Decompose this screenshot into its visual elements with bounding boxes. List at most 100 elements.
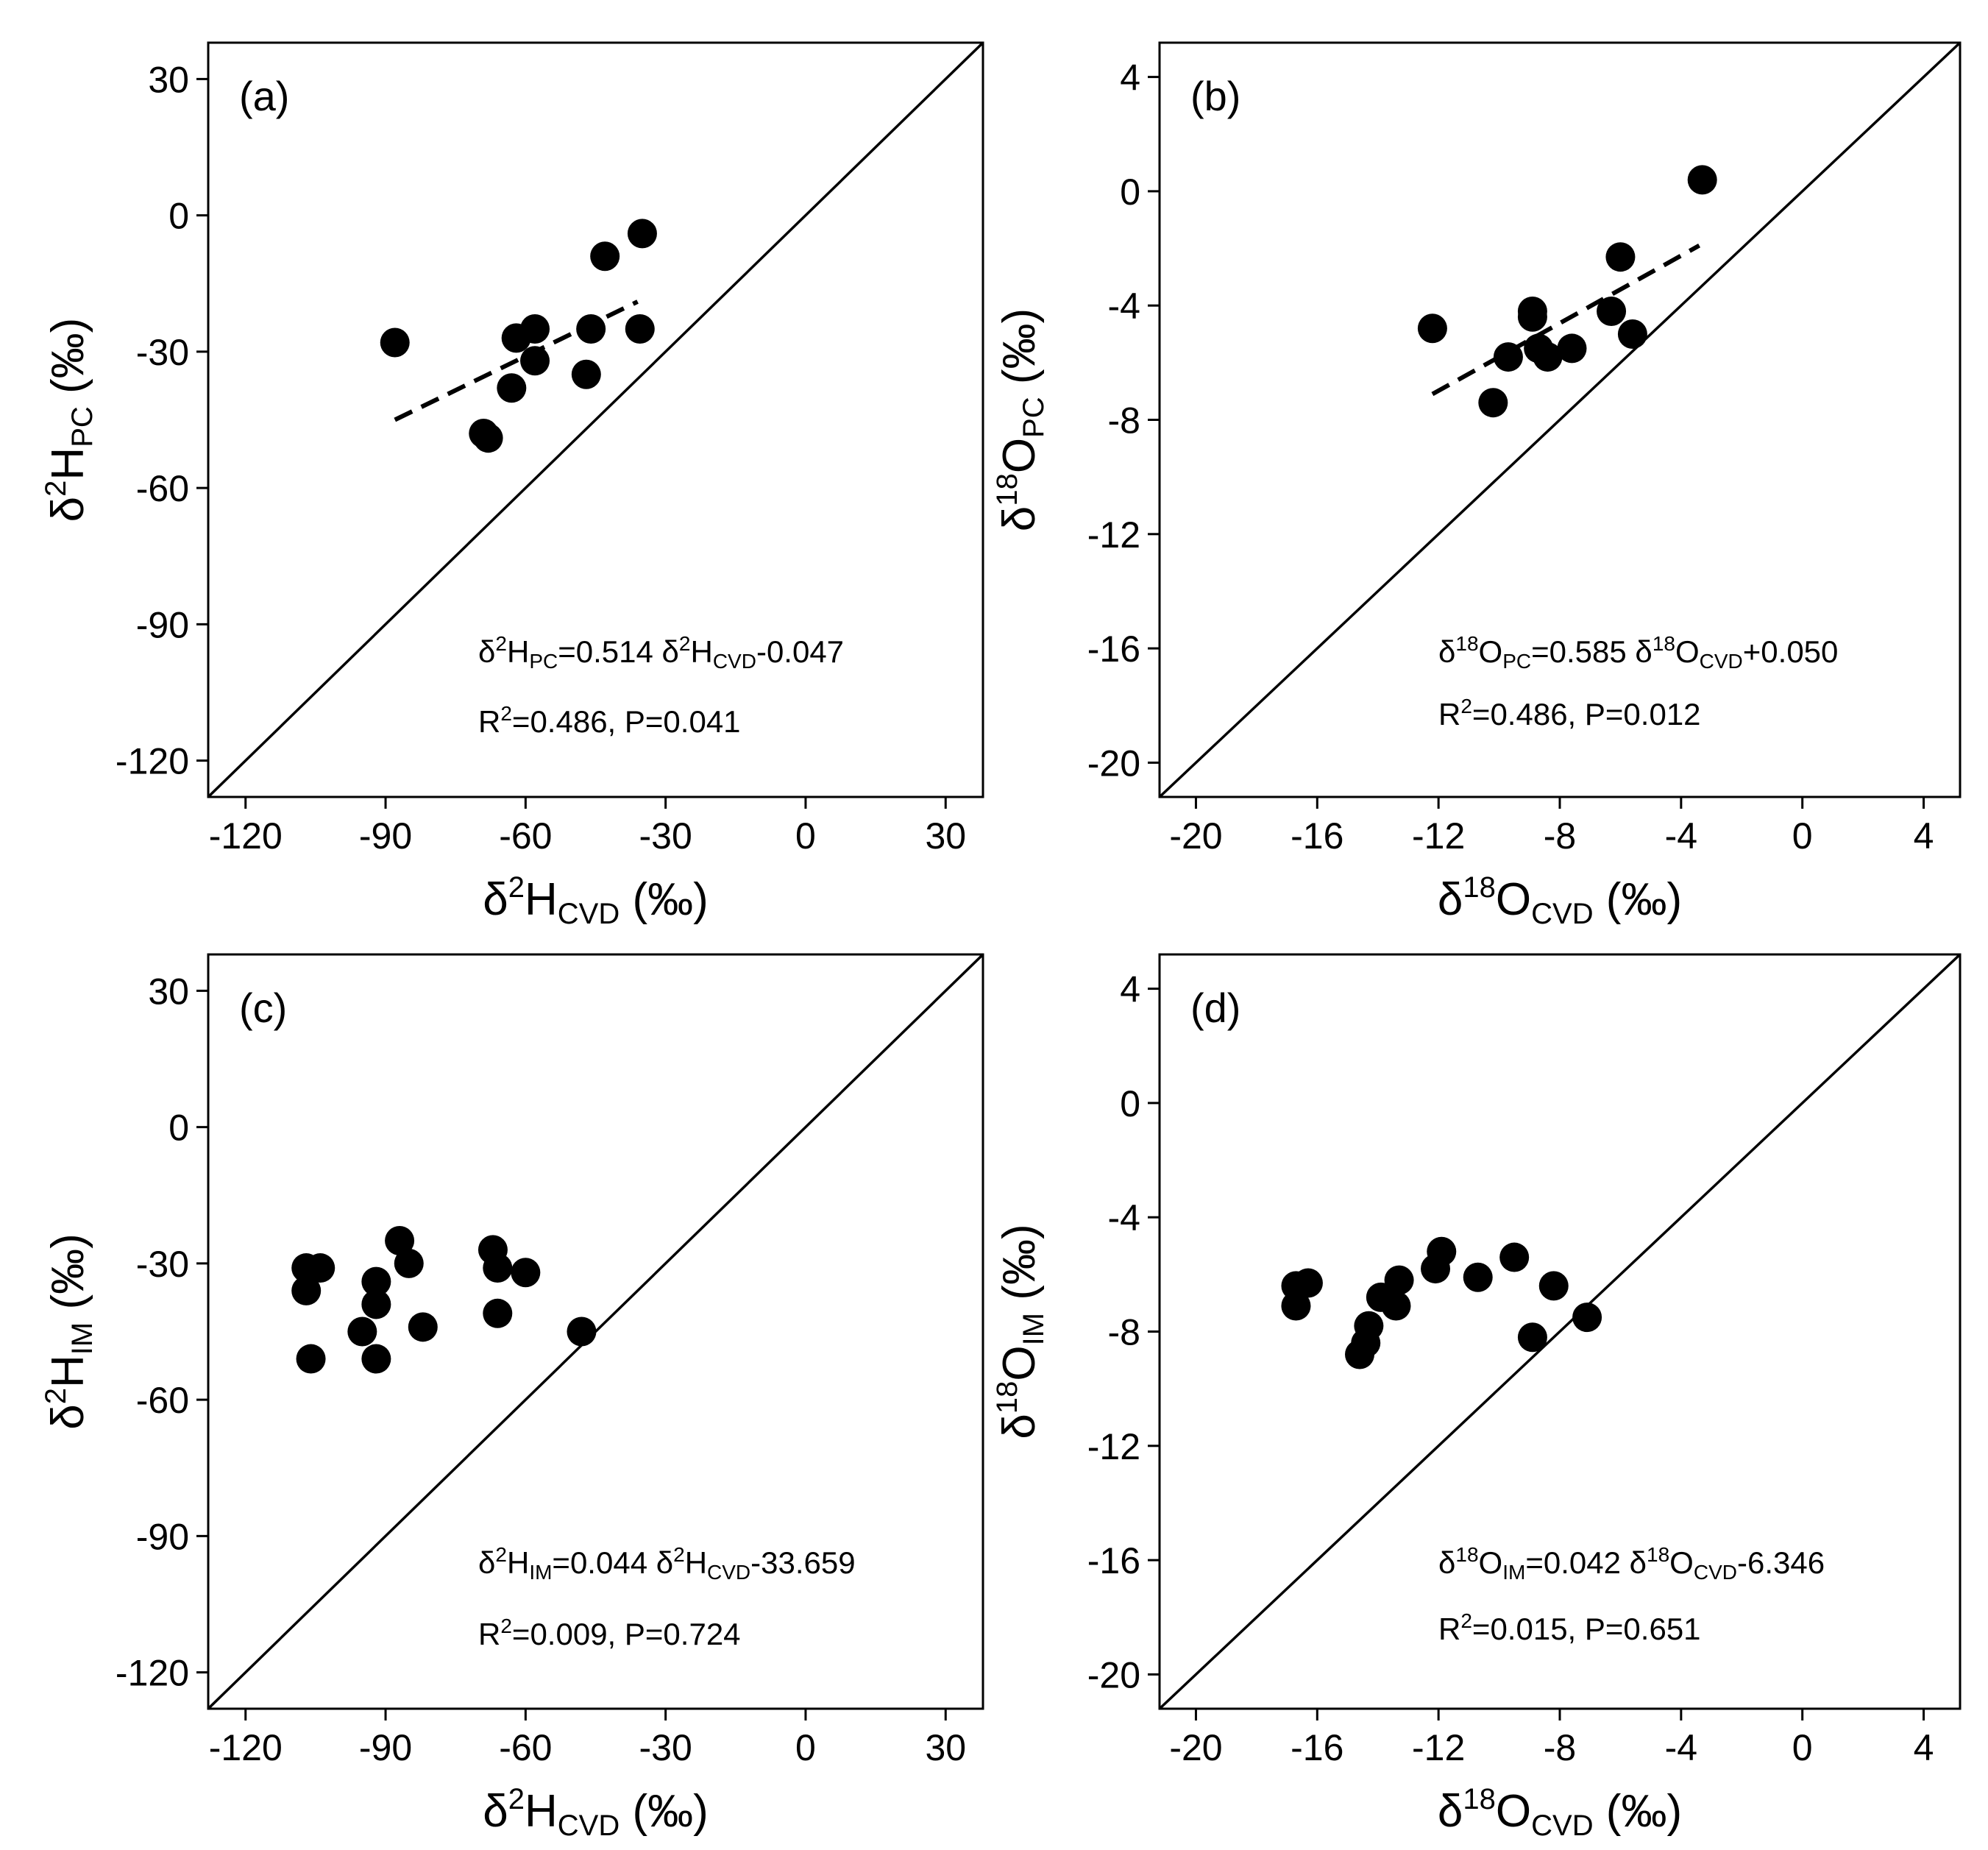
y-tick-label: 0 — [1120, 171, 1140, 213]
x-tick-label: -90 — [359, 1727, 412, 1768]
data-point — [305, 1253, 336, 1283]
data-point — [1354, 1311, 1384, 1341]
y-tick-label: -12 — [1087, 1426, 1140, 1467]
y-tick-label: 0 — [168, 1107, 189, 1149]
y-tick-label: 30 — [148, 971, 189, 1012]
x-axis-label: δ2HCVD (‰) — [483, 1783, 709, 1842]
regression-stats: R2=0.015, P=0.651 — [1438, 1609, 1701, 1646]
y-tick-label: -12 — [1087, 514, 1140, 556]
regression-stats: R2=0.486, P=0.041 — [478, 702, 741, 739]
x-tick-label: -120 — [209, 815, 283, 857]
y-tick-label: -4 — [1108, 1197, 1140, 1238]
y-tick-label: -8 — [1108, 400, 1140, 442]
x-tick-label: -4 — [1665, 815, 1697, 857]
y-tick-label: -60 — [136, 468, 189, 509]
data-point — [296, 1344, 326, 1374]
data-point — [1557, 333, 1587, 364]
y-tick-label: -30 — [136, 332, 189, 373]
x-tick-label: 0 — [1792, 1727, 1813, 1768]
plot-frame — [207, 953, 984, 1710]
data-point — [1533, 342, 1563, 372]
data-point — [1427, 1236, 1457, 1266]
y-tick-label: 30 — [148, 59, 189, 100]
y-tick-label: 4 — [1120, 57, 1140, 99]
x-tick-label: -4 — [1665, 1727, 1697, 1768]
y-tick-label: -60 — [136, 1380, 189, 1421]
data-point — [361, 1344, 391, 1374]
x-tick-label: 30 — [925, 815, 966, 857]
panel-label: (b) — [1190, 73, 1240, 119]
x-tick-label: 30 — [925, 1727, 966, 1768]
y-tick-label: 0 — [168, 196, 189, 237]
regression-stats: R2=0.486, P=0.012 — [1438, 695, 1701, 731]
y-tick-label: -8 — [1108, 1312, 1140, 1353]
panel-a: -120 -90 -60 -30 0 30 -120 -90 -60 -30 0 30 (a) δ2HCV… — [40, 41, 984, 930]
y-tick-label: -4 — [1108, 286, 1140, 327]
panel-b: -20 -16 -12 -8 -4 0 4 -20 -16 -12 -8 -4 0 4 (b) δ18OCVD… — [991, 41, 1962, 930]
y-tick-label: -120 — [116, 1653, 189, 1694]
x-tick-label: -120 — [209, 1727, 283, 1768]
data-point — [590, 241, 620, 272]
panel-label: (c) — [239, 985, 287, 1031]
data-point — [385, 1226, 415, 1256]
regression-equation: δ2HIM=0.044 δ2HCVD-33.659 — [478, 1543, 856, 1584]
x-tick-label: 4 — [1914, 1727, 1934, 1768]
x-tick-label: -8 — [1544, 1727, 1576, 1768]
data-point — [1517, 302, 1547, 332]
panel-label: (a) — [239, 73, 289, 119]
data-point — [1417, 313, 1447, 344]
x-tick-label: -30 — [639, 1727, 692, 1768]
regression-equation: δ18OPC=0.585 δ18OCVD+0.050 — [1438, 632, 1838, 673]
data-point — [1617, 319, 1647, 350]
y-tick-label: -90 — [136, 1516, 189, 1557]
x-tick-label: 0 — [795, 1727, 816, 1768]
data-point — [1597, 296, 1627, 326]
x-tick-label: -20 — [1169, 1727, 1222, 1768]
data-point — [1517, 1322, 1547, 1353]
one-to-one-line — [208, 43, 983, 797]
y-axis-label: δ18OIM (‰) — [991, 1224, 1050, 1439]
x-tick-label: -8 — [1544, 815, 1576, 857]
data-point — [469, 419, 499, 449]
x-tick-label: -12 — [1412, 815, 1465, 857]
x-tick-label: 0 — [1792, 815, 1813, 857]
data-point — [576, 314, 606, 344]
data-point — [361, 1289, 391, 1319]
x-axis-label: δ2HCVD (‰) — [483, 871, 709, 930]
y-tick-label: -20 — [1087, 1654, 1140, 1695]
y-tick-label: -16 — [1087, 628, 1140, 670]
y-tick-label: -120 — [116, 741, 189, 782]
x-tick-label: -20 — [1169, 815, 1222, 857]
data-point — [567, 1316, 597, 1347]
x-tick-label: -90 — [359, 815, 412, 857]
data-point — [1384, 1265, 1414, 1295]
data-point — [1499, 1242, 1530, 1272]
panel-c: -120 -90 -60 -30 0 30 -120 -90 -60 -30 0 30 (c) δ2HCV… — [40, 953, 984, 1842]
data-point — [625, 314, 655, 344]
data-point — [571, 359, 601, 389]
y-axis-label: δ18OPC (‰) — [991, 308, 1050, 531]
data-point — [291, 1275, 322, 1305]
data-point — [520, 346, 550, 376]
data-point — [1687, 165, 1717, 195]
panel-label: (d) — [1190, 985, 1240, 1031]
y-tick-label: -20 — [1087, 743, 1140, 784]
y-tick-label: -30 — [136, 1244, 189, 1285]
x-tick-label: -12 — [1412, 1727, 1465, 1768]
data-point — [1463, 1262, 1493, 1292]
regression-equation: δ18OIM=0.042 δ18OCVD-6.346 — [1438, 1543, 1825, 1584]
data-point — [408, 1312, 438, 1342]
data-point — [347, 1316, 377, 1347]
data-point — [627, 219, 657, 249]
data-point — [1572, 1303, 1602, 1333]
x-tick-label: -60 — [499, 1727, 552, 1768]
data-point — [380, 327, 410, 358]
x-tick-label: 0 — [795, 815, 816, 857]
data-point — [483, 1253, 513, 1283]
data-point — [1281, 1291, 1311, 1321]
one-to-one-line — [1160, 954, 1960, 1709]
data-point — [520, 314, 550, 344]
data-point — [1293, 1268, 1323, 1298]
data-point — [1605, 242, 1636, 272]
